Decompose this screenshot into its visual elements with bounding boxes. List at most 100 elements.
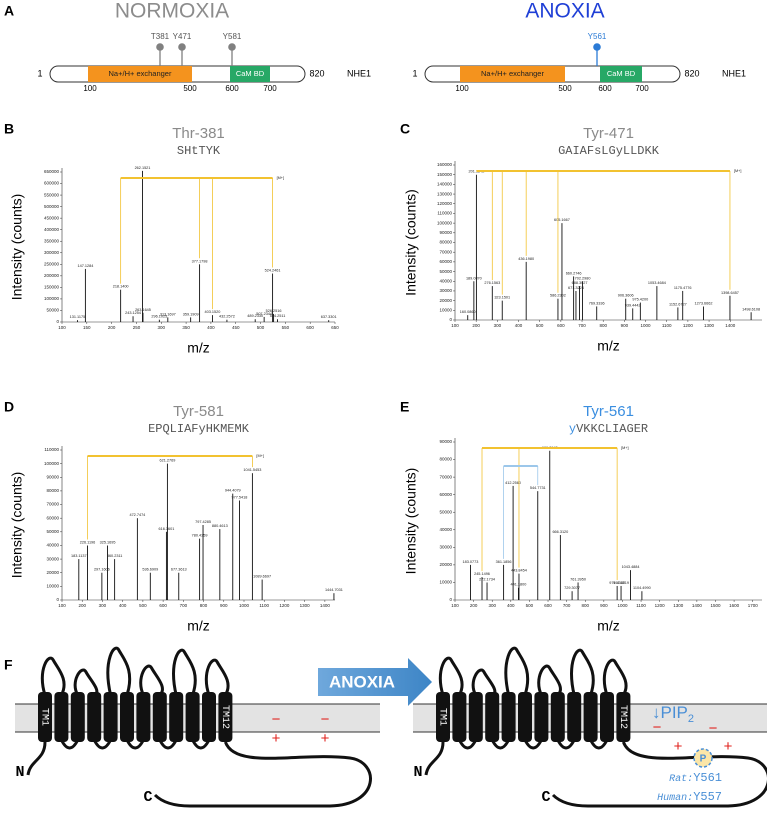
position-label: 500 bbox=[183, 84, 197, 93]
site-label: T381 bbox=[151, 32, 170, 41]
exchanger-domain bbox=[88, 66, 192, 82]
x-tick-label: 400 bbox=[119, 603, 127, 608]
tm-helix bbox=[152, 692, 167, 742]
peak-label: 1043.4884 bbox=[622, 565, 640, 569]
tm-helix bbox=[485, 692, 500, 742]
y-tick-label: 80000 bbox=[439, 240, 452, 245]
protein-loops bbox=[40, 646, 230, 750]
y-tick-label: 20000 bbox=[439, 298, 452, 303]
peak-label: 360.2311 bbox=[107, 554, 123, 558]
charge: − bbox=[709, 720, 718, 737]
sequence-part: GAIAFsLGyLLDKK bbox=[558, 144, 660, 158]
x-tick-label: 500 bbox=[139, 603, 147, 608]
peak-label: 992.4719 bbox=[613, 581, 629, 585]
x-tick-label: 400 bbox=[207, 325, 215, 330]
y-tick-label: 70000 bbox=[439, 249, 452, 254]
peak-label: 526.2516 bbox=[266, 309, 282, 313]
x-tick-label: 100 bbox=[58, 603, 66, 608]
site-dot bbox=[228, 43, 236, 51]
position-label: 600 bbox=[225, 84, 239, 93]
position-label: 100 bbox=[83, 84, 97, 93]
x-tick-label: 1700 bbox=[748, 603, 759, 608]
tm-helix bbox=[218, 692, 233, 742]
y-axis-label: Intensity (counts) bbox=[9, 194, 25, 301]
y-tick-label: 450000 bbox=[44, 215, 60, 220]
y-tick-label: 10000 bbox=[46, 584, 59, 589]
tm-helix bbox=[169, 692, 184, 742]
end-label: 820 bbox=[684, 68, 699, 78]
peak-label: 939.4442 bbox=[625, 303, 641, 307]
peak-label: 616.3601 bbox=[158, 527, 174, 531]
n-tail bbox=[26, 741, 47, 776]
peak-label: 1444.7031 bbox=[325, 588, 343, 592]
peak-label: 147.1284 bbox=[77, 264, 93, 268]
peak-label: 1041.5453 bbox=[243, 468, 261, 472]
x-tick-label: 1600 bbox=[729, 603, 740, 608]
y-tick-label: 140000 bbox=[437, 182, 453, 187]
peak-label: 263.1645 bbox=[135, 308, 151, 312]
species-site: Human:Y557 bbox=[657, 790, 722, 804]
peak-label: 621.2769 bbox=[159, 459, 175, 463]
x-tick-label: 1400 bbox=[692, 603, 703, 608]
peak-label: 880.4613 bbox=[212, 524, 228, 528]
domain-label: CaM BD bbox=[607, 69, 636, 78]
x-tick-label: 1000 bbox=[239, 603, 250, 608]
x-tick-label: 100 bbox=[451, 323, 459, 328]
y-tick-label: 300000 bbox=[44, 250, 60, 255]
x-tick-label: 1000 bbox=[617, 603, 628, 608]
y-tick-label: 40000 bbox=[439, 278, 452, 283]
x-tick-label: 600 bbox=[544, 603, 552, 608]
x-tick-label: 500 bbox=[257, 325, 265, 330]
y-tick-label: 50000 bbox=[439, 269, 452, 274]
peak-label: 323.1501 bbox=[494, 296, 510, 300]
y-tick-label: 70000 bbox=[46, 502, 59, 507]
peak-label: 313.1697 bbox=[160, 312, 176, 316]
y-tick-label: 60000 bbox=[439, 492, 452, 497]
site-dot bbox=[178, 43, 186, 51]
position-label: 700 bbox=[263, 84, 277, 93]
y-tick-label: 0 bbox=[56, 319, 59, 324]
spectrum-title: Thr-381 bbox=[172, 125, 225, 142]
peak-label: 906.3606 bbox=[618, 294, 634, 298]
tm-helix bbox=[120, 692, 134, 742]
y-tick-label: 100000 bbox=[44, 296, 60, 301]
peak-label: 975.4200 bbox=[632, 298, 648, 302]
y-tick-label: 60000 bbox=[439, 259, 452, 264]
charge: − bbox=[272, 711, 281, 728]
x-tick-label: 200 bbox=[78, 603, 86, 608]
y-tick-label: 90000 bbox=[46, 474, 59, 479]
y-tick-label: 650000 bbox=[44, 169, 60, 174]
peak-label: 1053.4684 bbox=[648, 281, 666, 285]
position-label: 500 bbox=[558, 84, 572, 93]
peak-label: 243.1254 bbox=[125, 311, 141, 315]
site-label: Y581 bbox=[223, 32, 242, 41]
peak-label: 944.4079 bbox=[225, 489, 241, 493]
x-tick-label: 100 bbox=[451, 603, 459, 608]
charge: − bbox=[653, 719, 662, 736]
tm-helix bbox=[600, 692, 614, 742]
tm-helix bbox=[70, 692, 85, 742]
tm-helix bbox=[38, 692, 52, 742]
position-label: 700 bbox=[635, 84, 649, 93]
tm-helix bbox=[202, 692, 216, 742]
peak-label: 977.5418 bbox=[232, 495, 248, 499]
x-tick-label: 800 bbox=[599, 323, 607, 328]
tm-helix bbox=[103, 692, 118, 742]
peak-label: 245.1496 bbox=[474, 572, 490, 576]
sequence-part: EPQLIAFyHKMEMK bbox=[148, 422, 250, 436]
sequence-part: VKKCLIAGER bbox=[576, 422, 648, 436]
domain-label: CaM BD bbox=[236, 69, 265, 78]
y-tick-label: 110000 bbox=[44, 447, 59, 452]
x-tick-label: 400 bbox=[507, 603, 515, 608]
n-tail bbox=[424, 741, 445, 776]
peptide-sequence: EPQLIAFyHKMEMK bbox=[148, 422, 250, 436]
sequence-part: SHtTYK bbox=[177, 144, 221, 158]
peak-label: 403.1520 bbox=[205, 310, 221, 314]
x-tick-label: 650 bbox=[331, 325, 339, 330]
peptide-sequence: SHtTYK bbox=[177, 144, 221, 158]
panel-label: C bbox=[400, 121, 410, 137]
peak-label: 586.2302 bbox=[550, 294, 566, 298]
peak-label: 688.3027 bbox=[572, 281, 588, 285]
panel-label: E bbox=[400, 399, 409, 415]
x-tick-label: 1100 bbox=[636, 603, 646, 608]
